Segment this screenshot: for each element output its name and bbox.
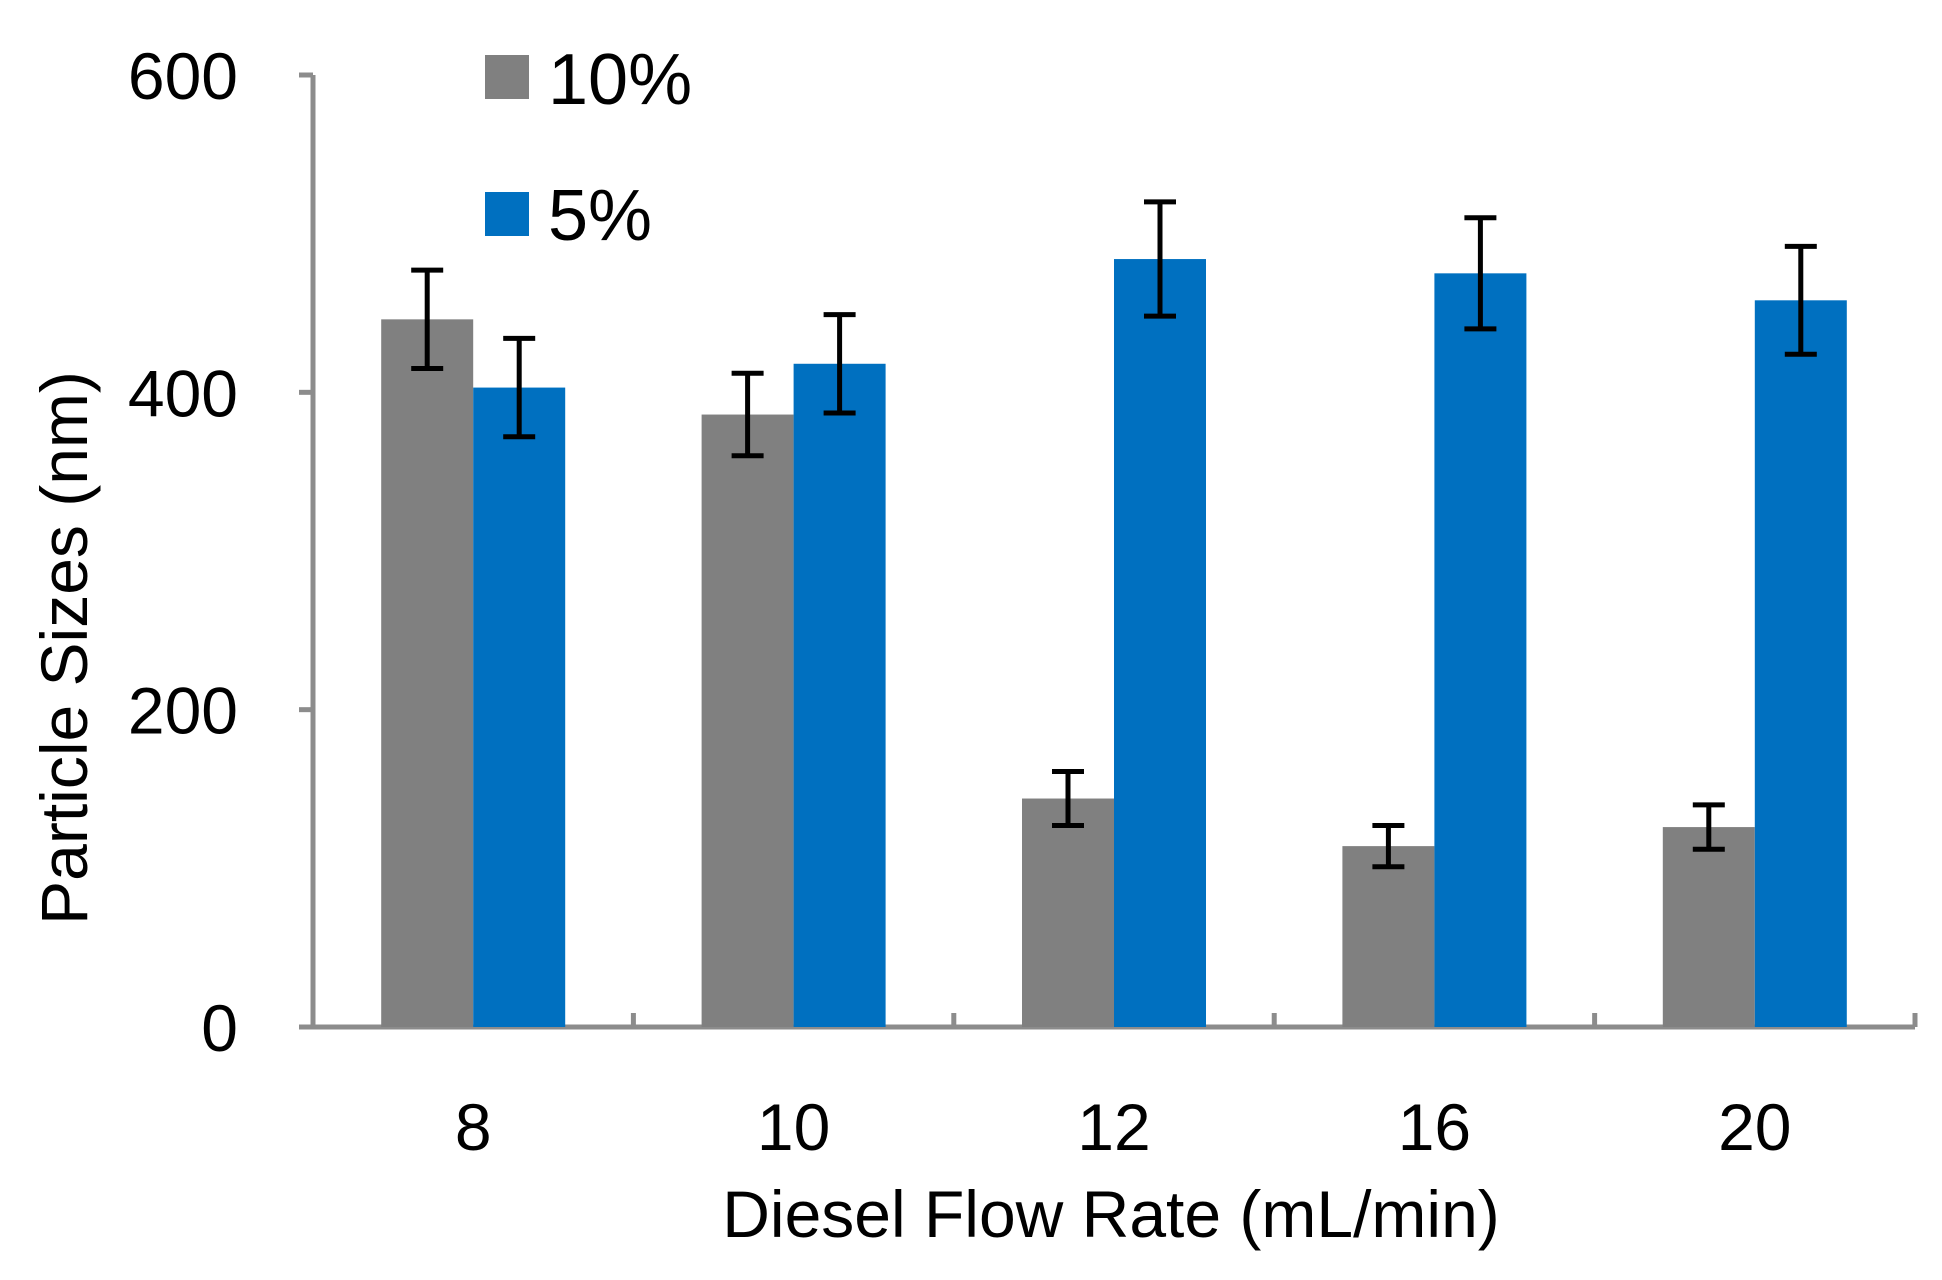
error-bar-10pct-10 <box>731 370 764 459</box>
y-tick-label: 400 <box>128 356 238 430</box>
error-bar-10pct-16 <box>1372 822 1405 870</box>
legend-swatch-5pct <box>485 192 529 236</box>
x-tick-label: 16 <box>1398 1090 1471 1164</box>
legend-label-10pct: 10% <box>548 40 692 120</box>
legend: 10% 5% <box>485 40 692 256</box>
x-tick-label: 12 <box>1077 1090 1150 1164</box>
bar-5pct-12 <box>1114 259 1206 1027</box>
legend-swatch-10pct <box>485 55 529 99</box>
error-bar-10pct-20 <box>1692 802 1725 852</box>
legend-label-5pct: 5% <box>548 176 652 256</box>
error-bar-5pct-8 <box>503 335 536 440</box>
error-bar-10pct-8 <box>411 267 444 372</box>
bar-5pct-8 <box>473 387 566 1027</box>
y-tick-label: 200 <box>128 674 238 748</box>
x-tick-label: 8 <box>455 1090 492 1164</box>
x-tick-label: 10 <box>757 1090 830 1164</box>
error-bar-5pct-12 <box>1144 199 1176 319</box>
bar-5pct-10 <box>793 363 886 1028</box>
x-axis-title: Diesel Flow Rate (mL/min) <box>722 1177 1500 1251</box>
tick-labels: 0 200 400 600 8 10 12 16 20 <box>128 39 1792 1164</box>
bar-10pct-8 <box>381 319 474 1027</box>
bar-5pct-20 <box>1754 300 1847 1028</box>
bar-10pct-16 <box>1342 846 1435 1027</box>
y-tick-label: 0 <box>201 991 238 1065</box>
error-bar-5pct-16 <box>1464 215 1497 332</box>
bar-10pct-10 <box>701 414 794 1028</box>
bar-5pct-16 <box>1434 273 1527 1027</box>
error-bar-5pct-20 <box>1784 243 1817 357</box>
bars <box>381 259 1847 1028</box>
x-tick-label: 20 <box>1718 1090 1791 1164</box>
bar-10pct-12 <box>1022 798 1114 1027</box>
y-tick-label: 600 <box>128 39 238 113</box>
error-bars <box>411 199 1817 870</box>
bar-10pct-20 <box>1662 827 1755 1027</box>
error-bar-5pct-10 <box>823 312 856 416</box>
y-axis-title: Particle Sizes (nm) <box>27 371 101 925</box>
error-bar-10pct-12 <box>1052 769 1084 828</box>
